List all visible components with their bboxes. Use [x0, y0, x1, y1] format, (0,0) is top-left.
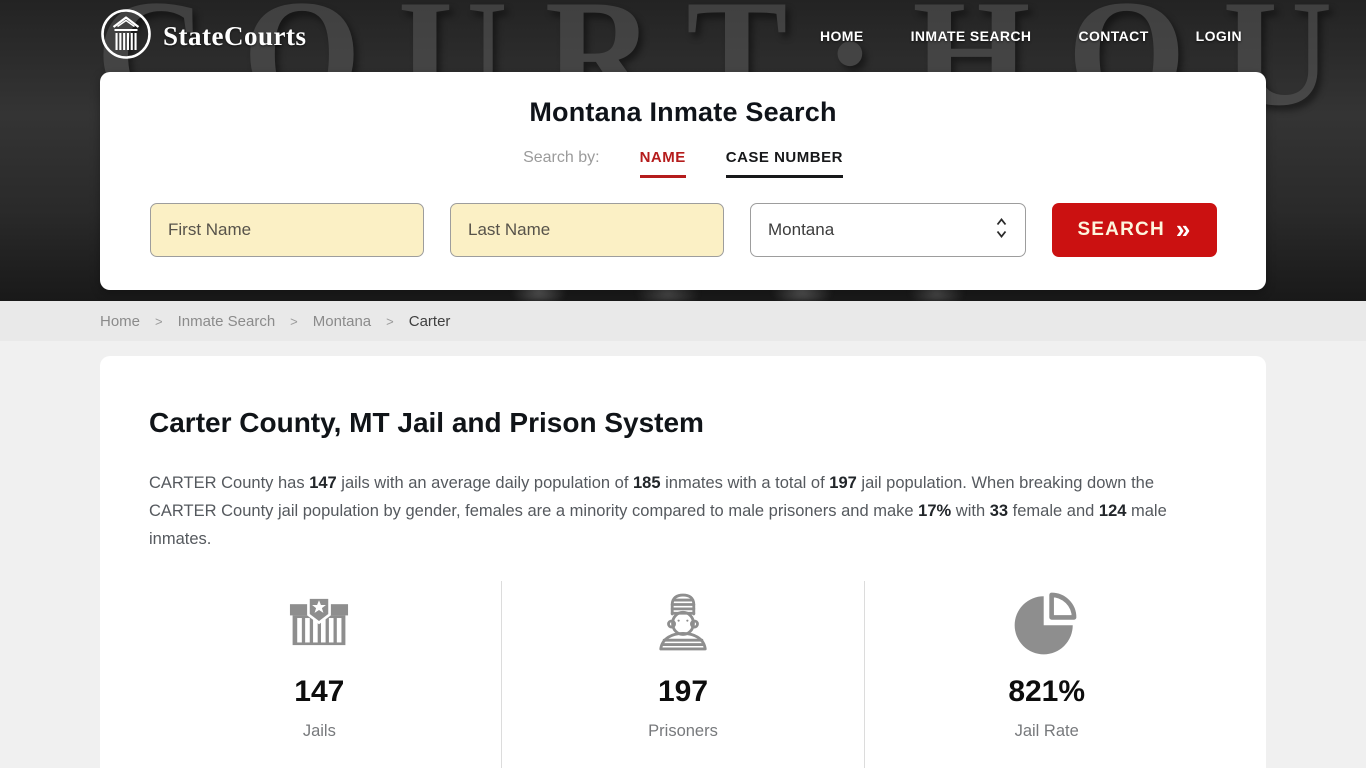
prisoner-icon [502, 585, 865, 659]
first-name-input[interactable] [150, 203, 424, 257]
nav-home[interactable]: HOME [820, 28, 864, 44]
brand-logo-link[interactable]: StateCourts [100, 8, 306, 65]
nav-login[interactable]: LOGIN [1195, 28, 1242, 44]
breadcrumb-inmate-search[interactable]: Inmate Search [177, 312, 276, 330]
inmate-search-card: Montana Inmate Search Search by: NAME CA… [100, 72, 1266, 290]
search-button-label: SEARCH [1077, 219, 1165, 240]
select-chevrons-icon [995, 216, 1008, 245]
stat-prisoners: 197 Prisoners [500, 581, 865, 768]
search-card-title: Montana Inmate Search [529, 97, 837, 127]
summary-paragraph: CARTER County has 147 jails with an aver… [149, 474, 1167, 548]
jail-rate-value: 821% [1008, 675, 1086, 708]
pie-chart-icon [865, 585, 1228, 659]
state-select[interactable]: Montana [750, 203, 1026, 257]
breadcrumb-current-carter: Carter [408, 312, 451, 330]
prisoners-label: Prisoners [648, 722, 718, 740]
double-chevron-icon: » [1175, 213, 1192, 244]
content-card: Carter County, MT Jail and Prison System… [100, 356, 1266, 768]
tab-name[interactable]: NAME [639, 149, 686, 178]
brand-name: StateCourts [163, 20, 307, 51]
stats-row: 147 Jails [138, 581, 1228, 768]
prisoners-count: 197 [657, 675, 709, 708]
breadcrumb-separator: > [386, 313, 394, 329]
main-content: Carter County, MT Jail and Prison System… [0, 356, 1366, 768]
site-header: COURT·HOUSE StateCourts [0, 0, 1366, 301]
nav-inmate-search[interactable]: INMATE SEARCH [910, 28, 1032, 44]
jails-label: Jails [302, 722, 336, 740]
jail-building-icon [138, 585, 501, 659]
breadcrumb-separator: > [155, 313, 163, 329]
search-button[interactable]: SEARCH » [1052, 203, 1217, 257]
jail-rate-label: Jail Rate [1014, 722, 1079, 740]
nav-contact[interactable]: CONTACT [1078, 28, 1149, 44]
top-bar: StateCourts HOME INMATE SEARCH CONTACT L… [0, 0, 1366, 72]
breadcrumb-home[interactable]: Home [100, 312, 141, 330]
main-nav: HOME INMATE SEARCH CONTACT LOGIN [820, 28, 1242, 44]
statecourts-logo-icon [100, 8, 152, 65]
last-name-input[interactable] [450, 203, 724, 257]
search-form: Montana SEARCH » [150, 203, 1217, 257]
state-select-value: Montana [768, 220, 835, 239]
page-title: Carter County, MT Jail and Prison System [149, 407, 704, 438]
search-by-tabs: Search by: NAME CASE NUMBER [100, 149, 1266, 178]
stat-jail-rate: 821% Jail Rate [864, 581, 1228, 768]
breadcrumb-montana[interactable]: Montana [312, 312, 372, 330]
breadcrumb: Home > Inmate Search > Montana > Carter [0, 301, 1366, 341]
jails-count: 147 [294, 675, 345, 708]
breadcrumb-separator: > [290, 313, 298, 329]
stat-jails: 147 Jails [138, 581, 501, 768]
tab-case-number[interactable]: CASE NUMBER [725, 149, 843, 178]
search-by-label: Search by: [523, 149, 600, 166]
